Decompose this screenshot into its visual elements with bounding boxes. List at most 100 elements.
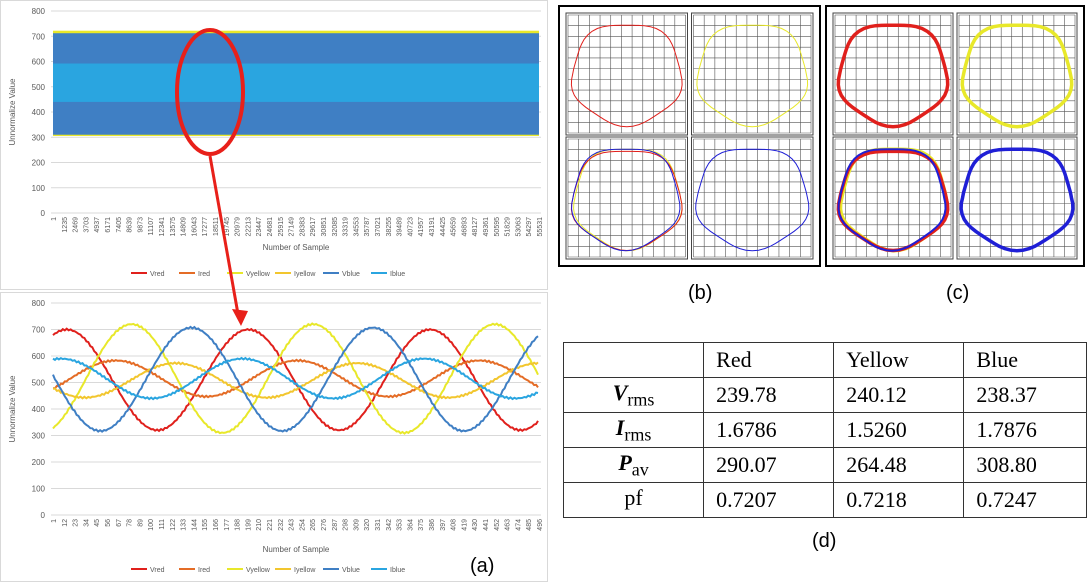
table-cell: 0.7218 xyxy=(833,482,965,518)
x-tick-label: 199 xyxy=(245,519,252,531)
y-tick-label: 400 xyxy=(32,108,46,117)
table-cell: 238.37 xyxy=(963,377,1087,413)
table-row: Irms 1.6786 1.5260 1.7876 xyxy=(562,412,1087,448)
table-row: Vrms 239.78 240.12 238.37 xyxy=(562,377,1087,413)
x-tick-label: 44425 xyxy=(440,217,447,237)
x-tick-label: 23447 xyxy=(256,217,263,237)
x-tick-label: 35787 xyxy=(364,217,371,237)
x-tick-label: 11107 xyxy=(148,217,155,236)
x-tick-label: 24681 xyxy=(267,217,274,237)
legend-label: Vred xyxy=(150,567,165,574)
x-tick-label: 298 xyxy=(343,519,350,531)
data-band xyxy=(53,63,539,102)
y-axis-label: Unnormalize Value xyxy=(8,78,17,146)
x-tick-label: 430 xyxy=(472,519,479,531)
x-tick-label: 364 xyxy=(407,519,414,531)
quadrant xyxy=(565,12,688,136)
x-tick-label: 51829 xyxy=(505,217,512,237)
x-tick-label: 155 xyxy=(202,519,209,531)
x-tick-label: 28383 xyxy=(299,217,306,237)
lissajous-frame-b xyxy=(558,5,821,267)
y-tick-label: 400 xyxy=(32,405,46,414)
x-tick-label: 485 xyxy=(526,519,533,531)
y-tick-label: 800 xyxy=(32,7,46,16)
x-tick-label: 166 xyxy=(213,519,220,531)
legend-label: Vyellow xyxy=(246,271,271,278)
loop-combined-blue xyxy=(571,148,681,252)
x-tick-label: 32085 xyxy=(332,217,339,237)
loop-blue xyxy=(695,148,810,252)
col-header-blue: Blue xyxy=(963,342,1087,378)
x-tick-label: 287 xyxy=(332,519,339,531)
legend-label: Vblue xyxy=(342,271,360,278)
x-tick-label: 210 xyxy=(256,519,263,531)
x-tick-label: 1 xyxy=(51,217,58,221)
x-tick-label: 243 xyxy=(289,519,296,531)
y-tick-label: 600 xyxy=(32,58,46,67)
y-tick-label: 0 xyxy=(41,511,46,520)
x-tick-label: 8639 xyxy=(127,217,134,233)
y-tick-label: 300 xyxy=(32,432,46,441)
x-tick-label: 353 xyxy=(397,519,404,531)
x-tick-label: 16043 xyxy=(191,217,198,237)
row-header-pf: pf xyxy=(562,482,705,518)
x-tick-label: 50595 xyxy=(494,217,501,237)
x-tick-label: 89 xyxy=(137,519,144,527)
table-header-row: Red Yellow Blue xyxy=(562,342,1087,378)
x-tick-label: 463 xyxy=(505,519,512,531)
table-cell: 1.6786 xyxy=(703,412,835,448)
x-tick-label: 33319 xyxy=(343,217,350,237)
x-tick-label: 122 xyxy=(170,519,177,531)
x-tick-label: 474 xyxy=(515,519,522,531)
legend-label: Vred xyxy=(150,271,165,278)
quadrant xyxy=(956,12,1078,136)
x-tick-label: 48127 xyxy=(472,217,479,237)
x-tick-label: 53063 xyxy=(515,217,522,237)
x-tick-label: 496 xyxy=(537,519,544,531)
legend-label: Iyellow xyxy=(294,271,316,278)
table-cell: 1.7876 xyxy=(963,412,1087,448)
x-tick-label: 408 xyxy=(451,519,458,531)
x-tick-label: 188 xyxy=(235,519,242,531)
x-tick-label: 397 xyxy=(440,519,447,531)
table-cell: 0.7207 xyxy=(703,482,835,518)
y-tick-label: 700 xyxy=(32,326,46,335)
x-tick-label: 17277 xyxy=(202,217,209,237)
x-tick-label: 100 xyxy=(148,519,155,531)
y-tick-label: 600 xyxy=(32,352,46,361)
x-tick-label: 419 xyxy=(461,519,468,531)
x-tick-label: 441 xyxy=(483,519,490,531)
lissajous-b xyxy=(565,12,814,260)
series-line-vyellow xyxy=(52,322,539,435)
x-tick-label: 34 xyxy=(83,519,90,527)
x-tick-label: 12 xyxy=(62,519,69,527)
x-tick-label: 1235 xyxy=(62,217,69,233)
x-tick-label: 39489 xyxy=(397,217,404,237)
legend-label: Vblue xyxy=(342,567,360,574)
x-tick-label: 43191 xyxy=(429,217,436,237)
table-corner xyxy=(562,342,705,378)
measurement-table: Red Yellow Blue Vrms 239.78 240.12 238.3… xyxy=(562,342,1087,518)
y-axis-label: Unnormalize Value xyxy=(8,375,17,443)
x-tick-label: 342 xyxy=(386,519,393,531)
x-tick-label: 452 xyxy=(494,519,501,531)
y-tick-label: 300 xyxy=(32,133,46,142)
series-line-iblue xyxy=(52,356,539,401)
loop-yellow xyxy=(696,24,809,128)
x-tick-label: 25915 xyxy=(278,217,285,237)
x-tick-label: 67 xyxy=(116,519,123,527)
x-tick-label: 7405 xyxy=(116,217,123,233)
y-tick-label: 700 xyxy=(32,32,46,41)
col-header-yellow: Yellow xyxy=(833,342,965,378)
x-tick-label: 34553 xyxy=(353,217,360,237)
x-tick-label: 54297 xyxy=(526,217,533,237)
x-tick-label: 6171 xyxy=(105,217,112,233)
table-cell: 1.5260 xyxy=(833,412,965,448)
caption-c: (c) xyxy=(946,282,970,304)
x-tick-label: 22213 xyxy=(245,217,252,237)
x-tick-label: 309 xyxy=(353,519,360,531)
row-header-irms: Irms xyxy=(562,412,705,448)
loop-yellow xyxy=(960,23,1074,129)
x-tick-label: 78 xyxy=(127,519,134,527)
x-tick-label: 14809 xyxy=(181,217,188,237)
